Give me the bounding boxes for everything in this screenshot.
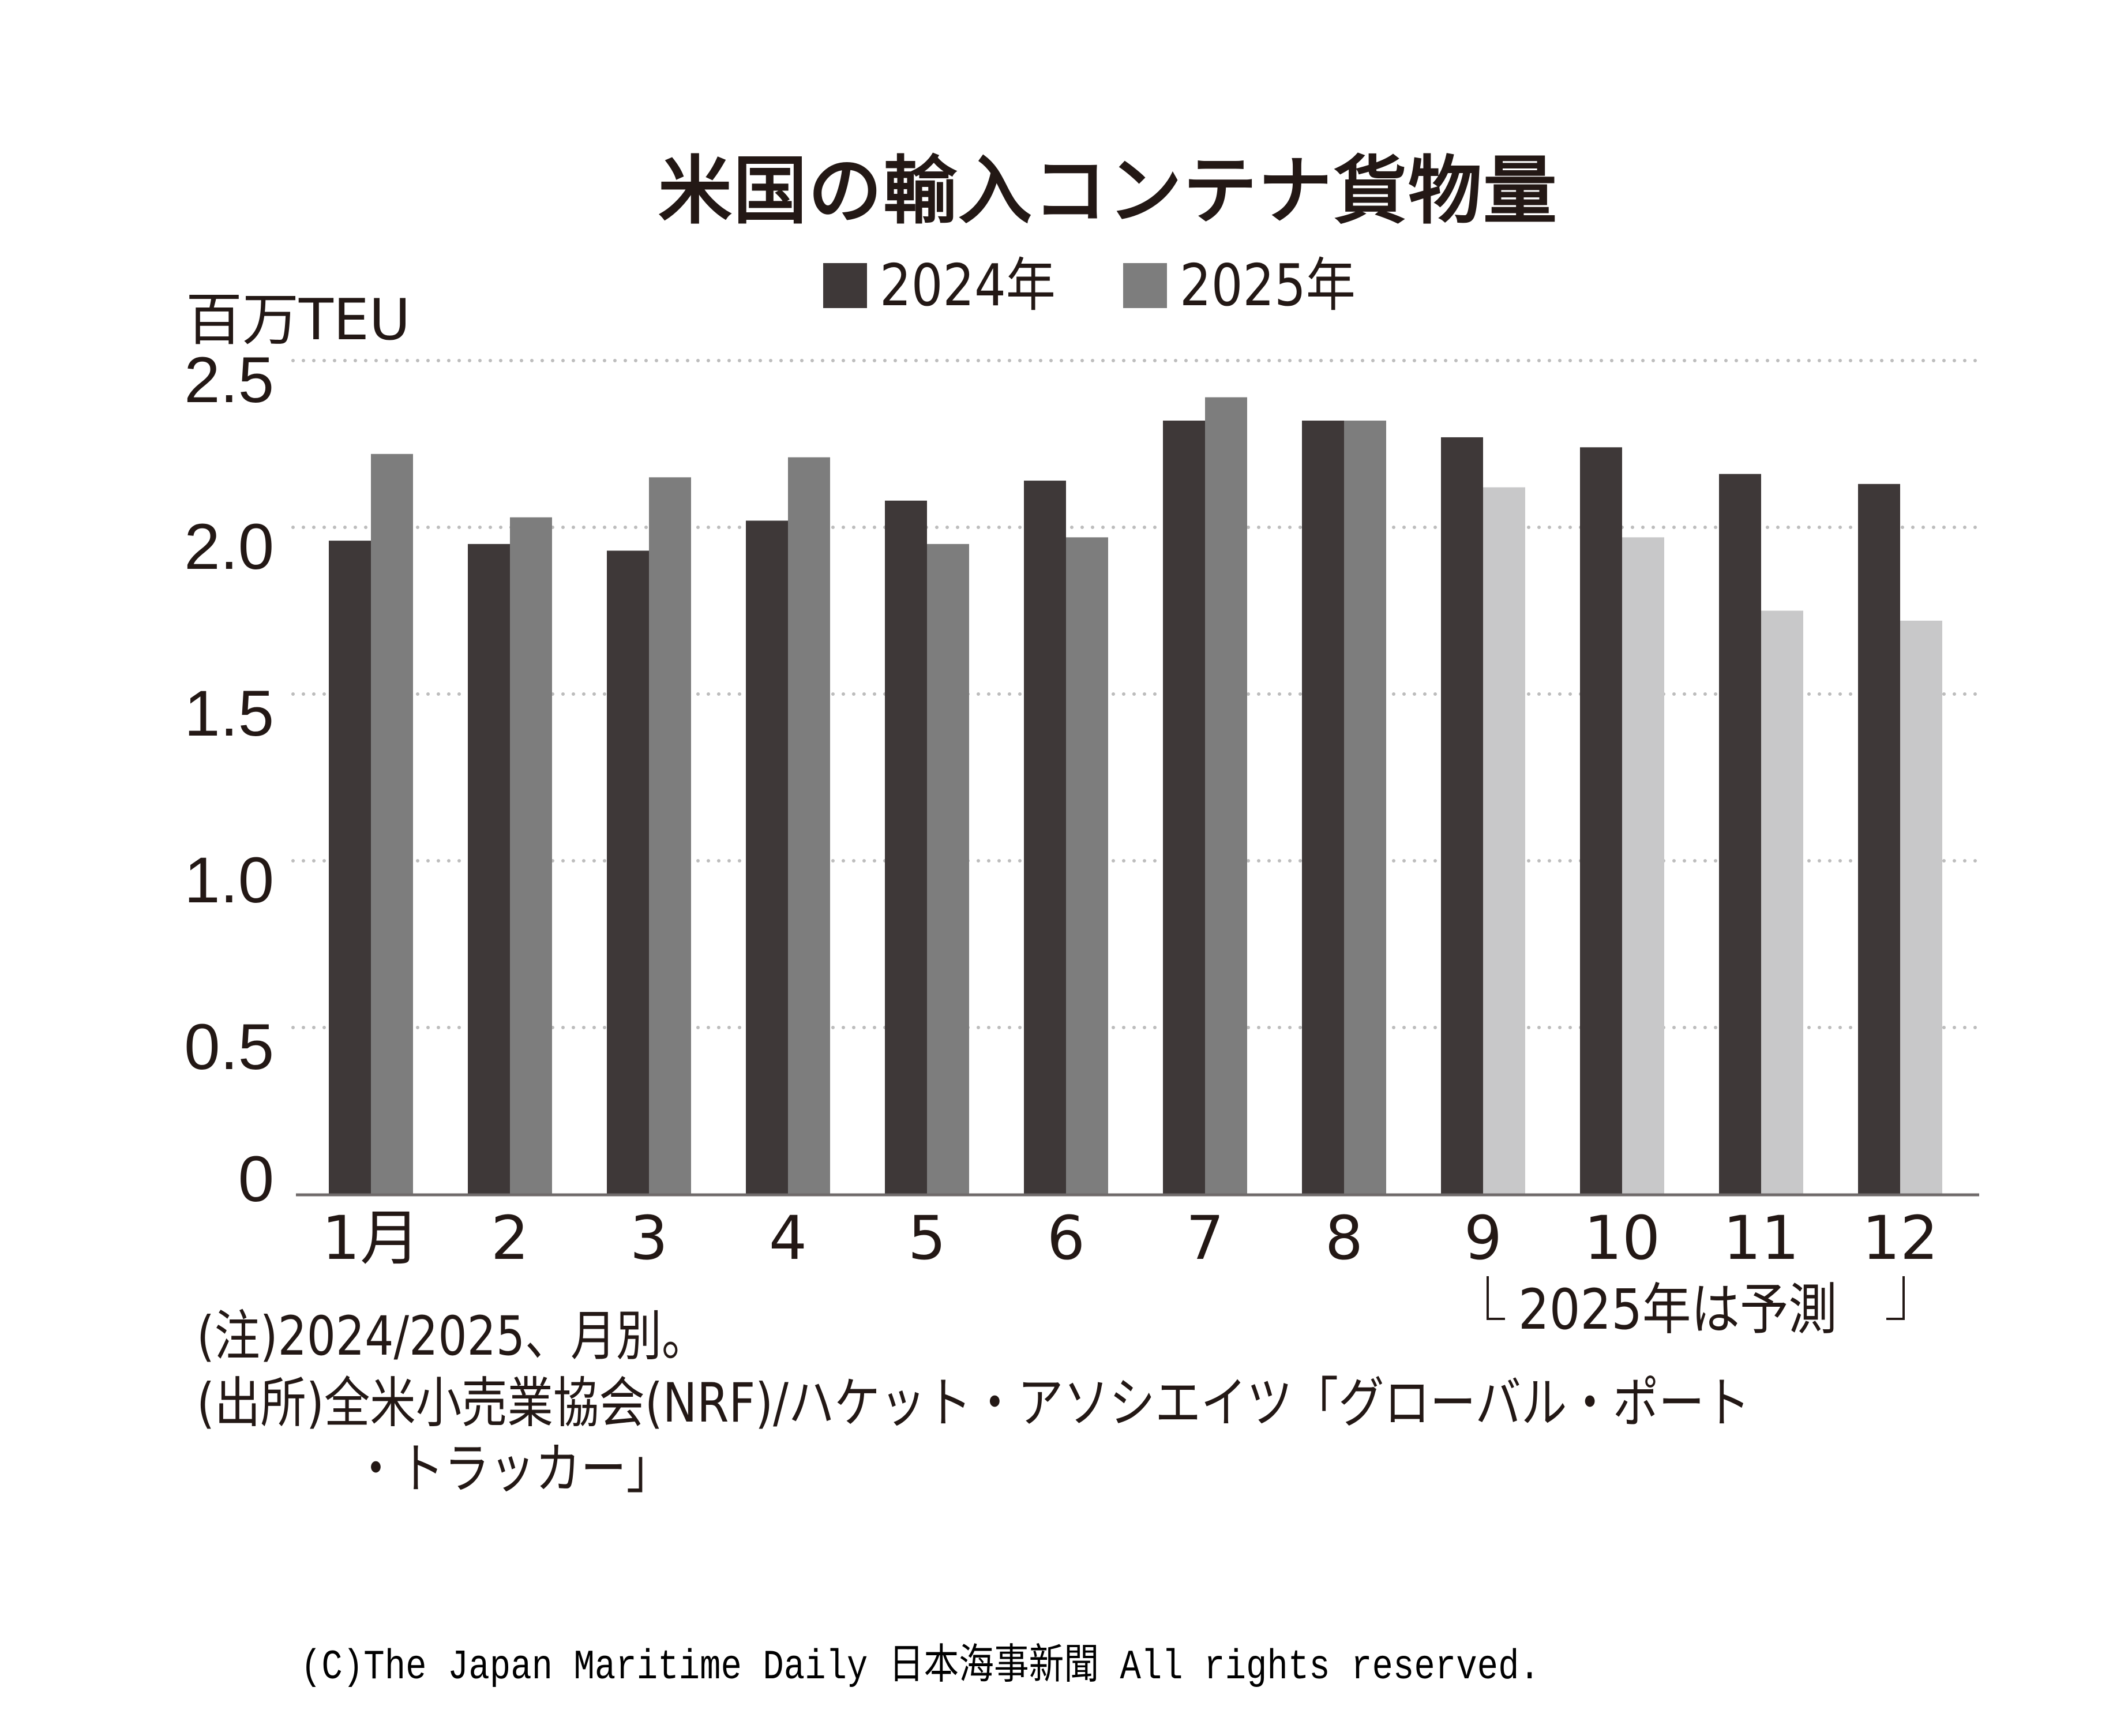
- y-tick-label: 2.0: [184, 511, 274, 583]
- bar-2025-1: [371, 453, 413, 1194]
- bar-2025-7: [1205, 397, 1247, 1194]
- x-tick-label: 7: [1186, 1203, 1224, 1273]
- bar-2024-6: [1024, 481, 1066, 1194]
- bar-2024-7: [1163, 421, 1205, 1194]
- forecast-bracket-right: [1886, 1276, 1905, 1320]
- copyright-notice: (C)The Japan Maritime Daily 日本海事新聞 All r…: [301, 1644, 1540, 1691]
- x-tick-label: 8: [1325, 1203, 1363, 1273]
- y-tick-label: 0.5: [184, 1011, 274, 1083]
- forecast-bracket-left: [1487, 1276, 1505, 1320]
- bar-2025-4: [788, 457, 830, 1194]
- x-tick-label: 10: [1584, 1203, 1660, 1273]
- bar-2024-12: [1858, 483, 1900, 1194]
- chart-note: (注)2024/2025、月別。: [197, 1305, 707, 1368]
- y-tick-label: 0: [238, 1143, 274, 1215]
- y-tick-label: 2.5: [184, 344, 274, 416]
- bar-2024-2: [468, 543, 510, 1194]
- chart-source-line-1: (出所)全米小売業協会(NRF)/ハケット・アソシエイツ「グローバル・ポート: [197, 1372, 1751, 1435]
- bar-chart: 0 0.5 1.0 1.5 2.0 2.5 1月 2 3 4 5 6 7 8 9 10 11 12: [184, 344, 1979, 1273]
- chart-title: 米国の輸入コンテナ貨物量: [658, 148, 1559, 234]
- x-tick-label: 6: [1047, 1203, 1085, 1273]
- legend-swatch-2024: [823, 263, 867, 308]
- bars: [329, 397, 1942, 1195]
- legend-label-2025: 2025年: [1180, 252, 1356, 319]
- bar-2025-9: [1483, 487, 1525, 1194]
- legend-item-2024: 2024年: [823, 254, 1084, 317]
- bar-2025-6: [1066, 537, 1108, 1194]
- bar-2025-11: [1761, 610, 1803, 1194]
- y-tick-label: 1.0: [184, 844, 274, 916]
- bar-2025-12: [1900, 620, 1942, 1194]
- bar-2024-10: [1580, 447, 1622, 1194]
- chart-source-line-2: ・トラッカー」: [353, 1438, 672, 1501]
- bar-2025-3: [649, 477, 691, 1194]
- forecast-annotation: 2025年は予測: [1518, 1277, 1837, 1342]
- bar-2024-3: [607, 550, 649, 1195]
- bar-2025-5: [927, 543, 969, 1194]
- y-tick-label: 1.5: [184, 677, 274, 749]
- x-tick-label: 12: [1862, 1203, 1938, 1273]
- bar-2024-1: [329, 541, 371, 1194]
- x-tick-labels: 1月 2 3 4 5 6 7 8 9 10 11 12: [322, 1203, 1938, 1273]
- y-axis-unit-label: 百万TEU: [186, 287, 411, 353]
- x-tick-label: 9: [1464, 1203, 1502, 1273]
- bar-2024-4: [746, 520, 788, 1195]
- bar-2025-10: [1622, 537, 1664, 1194]
- bar-2024-11: [1719, 474, 1761, 1194]
- legend-swatch-2025: [1123, 263, 1167, 308]
- bar-2024-8: [1302, 421, 1344, 1194]
- x-tick-label: 4: [769, 1203, 807, 1273]
- bar-2024-9: [1441, 437, 1483, 1195]
- x-tick-label: 2: [491, 1203, 529, 1273]
- x-tick-label: 1月: [322, 1203, 420, 1273]
- gridlines: [291, 359, 1977, 1029]
- legend-item-2025: 2025年: [1123, 254, 1384, 317]
- legend-label-2024: 2024年: [880, 252, 1056, 319]
- bar-2025-2: [510, 517, 552, 1195]
- x-tick-label: 5: [908, 1203, 946, 1273]
- bar-2025-8: [1344, 421, 1386, 1194]
- y-tick-labels: 0 0.5 1.0 1.5 2.0 2.5: [184, 344, 274, 1215]
- x-tick-label: 11: [1723, 1203, 1799, 1273]
- bar-2024-5: [885, 500, 927, 1194]
- x-tick-label: 3: [630, 1203, 668, 1273]
